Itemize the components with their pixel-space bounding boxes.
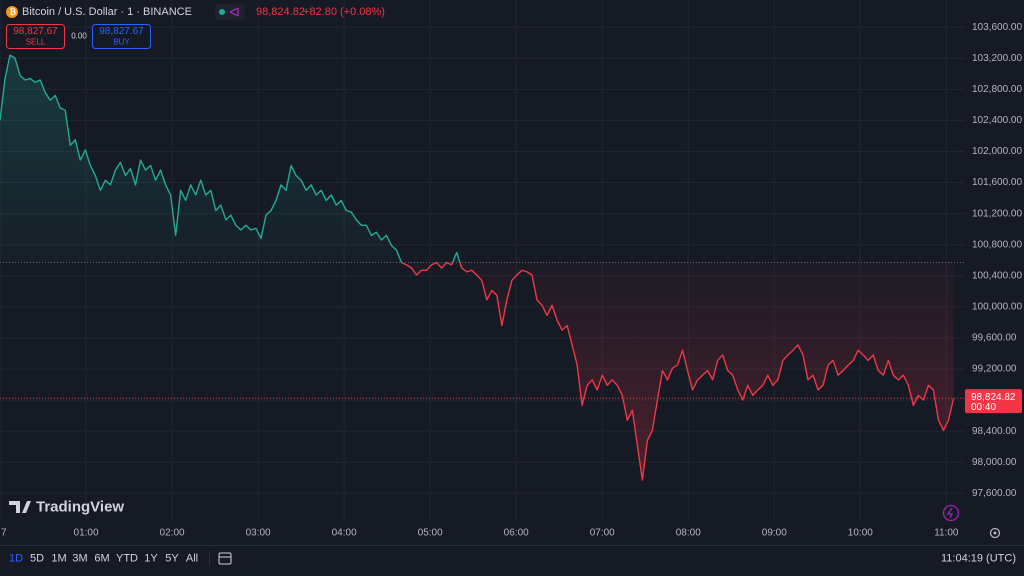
y-tick-label: 103,600.00 — [972, 22, 1022, 33]
y-tick-label: 99,600.00 — [972, 333, 1017, 344]
buy-button[interactable] — [92, 24, 151, 49]
y-tick-label: 98,000.00 — [972, 457, 1017, 468]
x-tick-label: 03:00 — [246, 528, 271, 539]
y-tick-label: 102,400.00 — [972, 115, 1022, 126]
axes: 97,600.0098,000.0098,400.0098,800.0099,2… — [1, 22, 1022, 539]
y-tick-label: 98,400.00 — [972, 426, 1017, 437]
market-status — [219, 9, 225, 15]
range-button[interactable]: All — [186, 552, 198, 564]
x-tick-label: 01:00 — [74, 528, 99, 539]
x-tick-label: 07:00 — [590, 528, 615, 539]
plot — [0, 54, 965, 481]
x-tick-label: 08:00 — [676, 528, 701, 539]
toolbar: 1D 5D 1M 3M 6M YTD 1Y 5Y All — [9, 552, 198, 564]
y-tick-label: 100,000.00 — [972, 301, 1022, 312]
symbol-title[interactable]: Bitcoin / U.S. Dollar · 1 · BINANCE — [22, 6, 192, 18]
y-tick-label: 97,600.00 — [972, 488, 1017, 499]
settings-dot — [993, 531, 997, 535]
baseline-fill — [0, 55, 954, 481]
y-tick-label: 100,400.00 — [972, 270, 1022, 281]
date-range-button[interactable] — [218, 552, 232, 565]
range-button[interactable]: 5Y — [165, 552, 179, 564]
y-tick-label: 103,200.00 — [972, 53, 1022, 64]
y-tick-label: 99,200.00 — [972, 364, 1017, 375]
range-button[interactable]: YTD — [116, 552, 138, 564]
x-tick-label: 04:00 — [332, 528, 357, 539]
last-price-label: 98,824.82 — [971, 392, 1016, 403]
logo-icon — [9, 501, 31, 513]
range-button[interactable]: 1M — [51, 552, 66, 564]
x-tick-label: 05:00 — [418, 528, 443, 539]
countdown-label: 00:40 — [971, 402, 996, 413]
lightning-button[interactable] — [942, 504, 960, 522]
sell-price: 98,827.67 — [13, 26, 58, 37]
header-price: 98,824.82 — [256, 6, 305, 18]
watermark: TradingView — [36, 498, 124, 515]
y-tick-label: 102,000.00 — [972, 146, 1022, 157]
header-change: +82.80 (+0.08%) — [303, 6, 385, 18]
x-tick-label: 11:00 — [934, 528, 959, 539]
symbol-icon-glyph: ₿ — [10, 8, 17, 17]
y-tick-label: 100,800.00 — [972, 239, 1022, 250]
last-price-box — [965, 389, 1022, 414]
range-button[interactable]: 1Y — [144, 552, 158, 564]
x-tick-label: 02:00 — [160, 528, 185, 539]
range-button[interactable]: 6M — [94, 552, 109, 564]
price-line — [0, 54, 955, 481]
y-tick-label: 101,600.00 — [972, 177, 1022, 188]
range-button[interactable]: 1D — [9, 552, 23, 564]
sell-label: SELL — [26, 38, 46, 47]
x-tick-label: 7 — [1, 528, 7, 539]
range-button[interactable]: 5D — [30, 552, 44, 564]
x-tick-label: 09:00 — [762, 528, 787, 539]
symbol-icon — [6, 6, 18, 18]
lightning-icon — [946, 507, 954, 519]
buy-price: 98,827.67 — [99, 26, 144, 37]
clock[interactable]: 11:04:19 (UTC) — [941, 552, 1016, 564]
y-tick-label: 101,200.00 — [972, 208, 1022, 219]
buy-label: BUY — [113, 38, 130, 47]
range-button[interactable]: 3M — [72, 552, 87, 564]
sell-button[interactable] — [6, 24, 65, 49]
x-tick-label: 06:00 — [504, 528, 529, 539]
spread: 0.00 — [71, 32, 87, 41]
x-tick-label: 10:00 — [848, 528, 873, 539]
y-tick-label: 102,800.00 — [972, 84, 1022, 95]
settings-button[interactable] — [989, 527, 1001, 539]
share-icon — [229, 7, 239, 17]
